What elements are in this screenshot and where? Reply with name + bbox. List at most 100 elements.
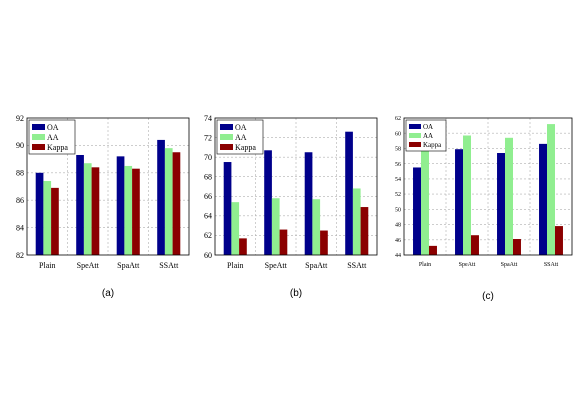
bar-aa-speatt [83,163,92,255]
y-tick-label: 62 [395,116,401,122]
bar-aa-spaatt [505,137,513,255]
legend-label-oa: OA [47,123,59,132]
y-tick-label: 56 [395,162,401,168]
bar-aa-speatt [271,198,280,255]
chart-caption: (a) [102,288,114,299]
bar-oa-plain [223,162,232,255]
legend-swatch-aa [32,134,45,140]
bar-oa-speatt [264,150,272,255]
y-tick-label: 92 [16,114,24,123]
legend-label-oa: OA [423,123,433,131]
y-tick-label: 60 [204,251,212,260]
x-tick-label: SpaAtt [305,261,328,270]
bar-kappa-speatt [91,167,100,255]
y-tick-label: 90 [16,141,24,150]
plot-frame [403,117,573,256]
y-tick-label: 60 [395,131,401,137]
bar-oa-ssatt [539,143,548,255]
x-tick-label: SSAtt [544,262,559,268]
x-tick-label: SpaAtt [501,262,518,268]
legend-label-aa: AA [423,132,433,140]
x-tick-label: Plain [39,261,55,270]
y-tick-label: 66 [204,192,212,201]
legend-label-oa: OA [235,123,247,132]
legend-label-kappa: Kappa [423,141,442,149]
x-tick-label: Plain [419,262,431,268]
x-tick-label: SSAtt [347,261,367,270]
y-tick-label: 88 [16,169,24,178]
x-tick-label: SpeAtt [265,261,288,270]
y-tick-label: 64 [204,212,212,221]
y-tick-label: 84 [16,223,24,232]
bar-kappa-spaatt [512,239,521,255]
x-tick-label: SpeAtt [77,261,100,270]
bar-kappa-ssatt [554,226,563,255]
legend-label-kappa: Kappa [47,143,68,152]
chart-panel-2: 60 62 64 66 68 70 72 74 Plain SpeAtt SpaAtt SSAtt OA… [204,114,378,299]
bar-kappa-speatt [470,235,479,255]
bar-oa-plain [35,172,44,255]
bar-oa-spaatt [116,156,125,255]
y-tick-label: 48 [395,223,401,229]
y-tick-label: 86 [16,196,24,205]
bar-oa-speatt [76,154,84,255]
bar-aa-ssatt [164,148,173,255]
legend-swatch-kappa [409,142,421,147]
x-tick-label: SpaAtt [117,261,140,270]
bar-oa-speatt [455,149,464,255]
y-tick-label: 62 [204,231,212,240]
legend-swatch-kappa [32,144,45,150]
bar-oa-spaatt [304,152,313,255]
legend-label-aa: AA [235,133,247,142]
bar-oa-ssatt [157,139,165,255]
y-tick-label: 58 [395,147,401,153]
legend-swatch-oa [409,124,421,129]
bar-oa-ssatt [345,131,353,255]
legend-label-kappa: Kappa [235,143,256,152]
y-tick-label: 46 [395,238,401,244]
y-tick-label: 52 [395,192,401,198]
chart-caption: (c) [482,291,494,302]
bar-aa-plain [421,148,429,255]
legend-swatch-kappa [220,144,233,150]
y-tick-label: 74 [204,114,212,123]
legend-swatch-oa [32,124,45,130]
plot-frame [214,117,378,256]
chart-panel-3: 44 46 48 50 52 54 56 58 60 62 Plain SpeAtt SpaAtt SSA… [395,116,573,302]
legend-swatch-aa [409,133,421,138]
legend-swatch-oa [220,124,233,130]
y-tick-label: 72 [204,133,212,142]
bar-aa-ssatt [352,188,361,255]
bar-kappa-plain [239,238,247,255]
bar-oa-spaatt [497,153,506,255]
bar-kappa-speatt [279,229,288,255]
bar-aa-speatt [463,135,471,255]
bar-kappa-plain [428,245,437,255]
bar-kappa-ssatt [360,207,369,255]
legend-swatch-aa [220,134,233,140]
bar-aa-plain [43,181,52,255]
chart-panel-1: 82 84 86 88 90 92 Plain SpeAtt SpaAtt SSAtt OAAAKa… [16,114,190,299]
plot-frame [26,117,190,256]
bar-kappa-plain [51,187,59,255]
x-tick-label: SpeAtt [459,262,476,268]
bar-aa-ssatt [547,124,555,255]
legend-label-aa: AA [47,133,59,142]
y-tick-label: 54 [395,177,401,183]
bar-aa-plain [231,202,240,255]
y-tick-label: 70 [204,153,212,162]
bar-kappa-spaatt [320,230,328,255]
x-tick-label: Plain [227,261,243,270]
y-tick-label: 82 [16,251,24,260]
bar-aa-spaatt [124,165,133,255]
y-tick-label: 68 [204,173,212,182]
bar-kappa-spaatt [132,168,140,255]
y-tick-label: 50 [395,207,401,213]
bar-kappa-ssatt [172,152,181,255]
chart-caption: (b) [290,288,302,299]
bar-oa-plain [413,167,422,255]
bar-aa-spaatt [312,199,321,255]
x-tick-label: SSAtt [159,261,179,270]
y-tick-label: 44 [395,253,401,259]
